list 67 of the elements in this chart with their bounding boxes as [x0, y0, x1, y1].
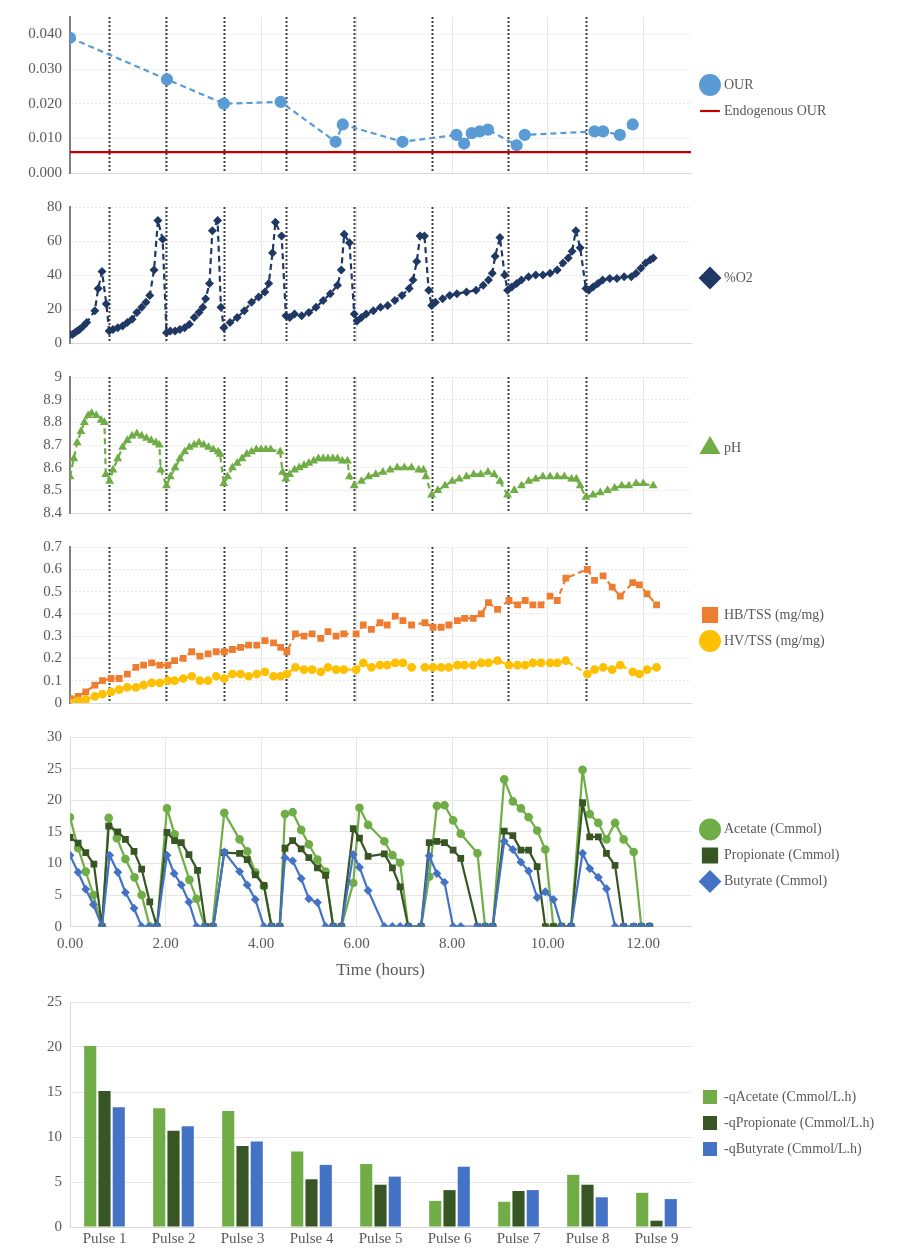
x-tick-label: Pulse 1: [82, 1229, 127, 1246]
legend-label: -qButyrate (Cmmol/L.h): [724, 1140, 862, 1157]
y-tick-label: 60: [47, 231, 62, 248]
x-tick-label: Pulse 2: [151, 1229, 196, 1246]
y-tick-label: 0: [54, 917, 62, 934]
x-tick-label: 2.00: [152, 934, 179, 951]
y-tick-label: 0.4: [43, 604, 63, 621]
y-tick-label: 0: [54, 1217, 62, 1234]
x-tick-label: 4.00: [247, 934, 275, 951]
x-tick-label: Pulse 6: [427, 1229, 472, 1246]
y-tick-label: 0.3: [43, 627, 62, 644]
x-tick-label: 8.00: [439, 934, 466, 951]
y-tick-label: 20: [47, 1037, 62, 1054]
y-tick-label: 20: [47, 299, 62, 316]
legend-label: OUR: [724, 76, 755, 92]
y-tick-label: 0: [54, 333, 62, 350]
legend-label: pH: [724, 439, 742, 455]
y-tick-label: 25: [47, 759, 62, 776]
y-tick-label: 0.7: [43, 537, 63, 554]
y-tick-label: 9: [54, 367, 62, 384]
y-tick-label: 80: [47, 197, 62, 214]
legend-label: -qPropionate (Cmmol/L.h): [724, 1114, 875, 1131]
legend-label: HB/TSS (mg/mg): [724, 606, 825, 623]
x-tick-label: Pulse 4: [289, 1229, 334, 1246]
legend-label: Butyrate (Cmmol): [724, 873, 828, 890]
y-tick-label: 0.010: [28, 129, 62, 146]
x-axis-title: Time (hours): [336, 960, 425, 980]
x-tick-label: Pulse 7: [496, 1229, 541, 1246]
x-tick-label: 6.00: [343, 934, 370, 951]
y-tick-label: 8.7: [43, 435, 63, 452]
legend-label: Acetate (Cmmol): [724, 821, 822, 838]
y-tick-label: 10: [47, 854, 62, 871]
y-tick-label: 8.4: [43, 503, 63, 520]
y-tick-label: 5: [54, 885, 62, 902]
y-tick-label: 0.040: [28, 25, 62, 42]
legend-label: %O2: [724, 269, 753, 285]
y-tick-label: 0.030: [28, 59, 62, 76]
y-tick-label: 25: [47, 992, 62, 1009]
y-tick-label: 0.000: [28, 163, 62, 180]
y-tick-label: 20: [47, 791, 62, 808]
y-tick-label: 8.6: [43, 458, 63, 475]
y-tick-label: 0.020: [28, 94, 62, 111]
legend-label: -qAcetate (Cmmol/L.h): [724, 1088, 857, 1105]
legend-label: HV/TSS (mg/mg): [724, 632, 826, 649]
y-tick-label: 5: [54, 1172, 62, 1189]
x-tick-label: Pulse 9: [634, 1229, 679, 1246]
y-tick-label: 0.1: [43, 671, 62, 688]
y-tick-label: 40: [47, 265, 62, 282]
y-tick-label: 10: [47, 1127, 62, 1144]
legend-label: Endogenous OUR: [724, 102, 827, 118]
x-tick-label: 12.00: [626, 934, 661, 951]
x-tick-label: Pulse 8: [565, 1229, 610, 1246]
y-tick-label: 0.5: [43, 582, 62, 599]
legend-label: Propionate (Cmmol): [724, 847, 840, 864]
y-tick-label: 15: [47, 822, 62, 839]
x-tick-label: 10.00: [530, 934, 565, 951]
x-tick-label: Pulse 3: [220, 1229, 265, 1246]
y-tick-label: 15: [47, 1082, 62, 1099]
y-tick-label: 8.8: [43, 413, 62, 430]
y-tick-label: 8.5: [43, 481, 62, 498]
y-tick-label: 0.6: [43, 560, 63, 577]
y-tick-label: 8.9: [43, 390, 62, 407]
y-tick-label: 30: [47, 727, 62, 744]
x-tick-label: Pulse 5: [358, 1229, 403, 1246]
y-tick-label: 0.2: [43, 649, 62, 666]
y-tick-label: 0: [54, 693, 62, 710]
x-tick-label: 0.00: [56, 934, 84, 951]
